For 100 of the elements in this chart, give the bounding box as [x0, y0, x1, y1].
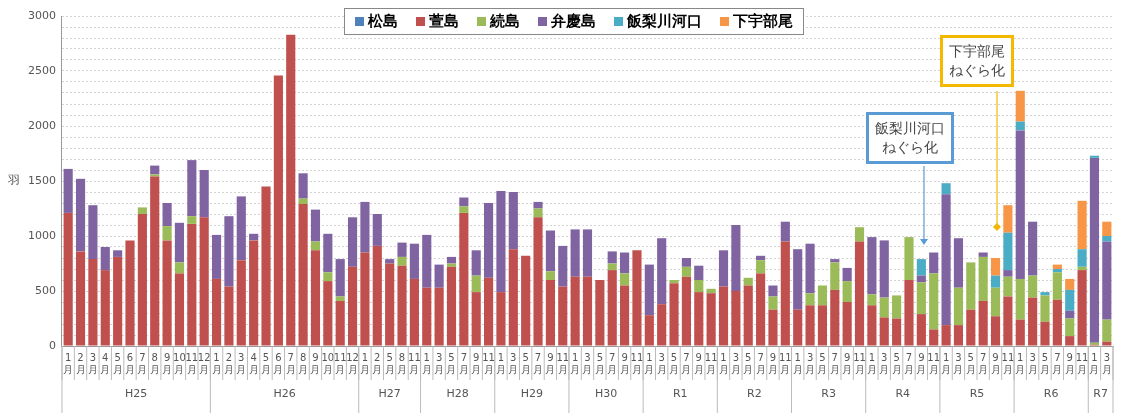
bar [434, 287, 444, 346]
bar [347, 266, 358, 346]
bar [669, 283, 679, 346]
bar [817, 305, 827, 346]
x-tick-label: 5月 [384, 351, 395, 375]
bar [1102, 221, 1112, 236]
x-tick-label: 11月 [185, 351, 199, 375]
bar [347, 217, 358, 267]
bar [496, 190, 506, 293]
bar [990, 316, 1001, 346]
bar [768, 296, 778, 310]
bar [446, 263, 457, 267]
x-tick-label: 9月 [310, 351, 321, 375]
bar [459, 206, 469, 213]
legend-label: 下宇部尾 [732, 12, 793, 31]
bar [1015, 278, 1025, 320]
bar [298, 198, 308, 205]
bar [533, 201, 543, 209]
bar [1028, 275, 1038, 298]
bar [1003, 270, 1013, 277]
x-tick-label: 1月 [211, 351, 222, 375]
bar [1089, 157, 1100, 343]
bar [966, 262, 976, 310]
bar [892, 295, 902, 319]
bar [916, 314, 926, 346]
x-tick-label: 11月 [1001, 351, 1015, 375]
bar [199, 170, 209, 218]
x-tick-label: 12月 [197, 351, 211, 375]
bar [63, 212, 73, 346]
legend-label: 飯梨川河口 [626, 12, 702, 31]
bar [842, 267, 852, 282]
bar [941, 194, 951, 326]
x-tick-label: 7月 [458, 351, 469, 375]
bar [249, 240, 259, 346]
text: H25 [125, 386, 148, 400]
bar [793, 249, 803, 310]
y-axis-title: 羽 [7, 173, 20, 188]
x-tick-label: 11月 [333, 351, 347, 375]
bar [706, 288, 716, 294]
bar [1065, 289, 1075, 311]
bar [607, 263, 617, 271]
bar [150, 176, 160, 346]
bar [335, 296, 345, 301]
x-tick-label: 3月 [1101, 351, 1112, 375]
bar [620, 273, 630, 286]
bar [607, 270, 617, 346]
bar [446, 266, 457, 346]
bar [854, 227, 865, 242]
bar [1003, 205, 1013, 233]
text: R5 [969, 386, 985, 400]
bar [63, 168, 73, 213]
bar [867, 305, 877, 346]
bar [224, 216, 234, 287]
x-tick-label: 5月 [965, 351, 976, 375]
x-tick-label: 1月 [866, 351, 877, 375]
x-tick-label: 9月 [545, 351, 556, 375]
bar [88, 205, 98, 260]
bar [372, 245, 382, 346]
x-tick-label: 3月 [236, 351, 247, 375]
x-tick-label: 4月 [100, 351, 111, 375]
bar [75, 251, 86, 346]
bar [953, 325, 964, 346]
bar [1003, 232, 1013, 271]
bar [743, 277, 753, 286]
x-tick-label: 7月 [978, 351, 989, 375]
bar [397, 242, 407, 257]
bar [298, 204, 308, 346]
x-tick-label: 7月 [285, 351, 296, 375]
x-tick-label: 3月 [508, 351, 519, 375]
text: H30 [594, 386, 618, 400]
x-tick-label: 7月 [755, 351, 766, 375]
bar [644, 264, 654, 316]
bar [323, 233, 333, 273]
bar [1028, 297, 1038, 346]
bar [941, 183, 951, 195]
bar [174, 262, 185, 274]
bar [978, 300, 988, 346]
bar [533, 208, 543, 218]
x-tick-label: 9月 [619, 351, 630, 375]
bar [471, 292, 481, 346]
bar [694, 292, 704, 346]
x-tick-label: 5月 [891, 351, 902, 375]
bar [150, 174, 160, 177]
bar [310, 209, 321, 242]
bar [1015, 90, 1025, 122]
x-tick-label: 1月 [495, 351, 506, 375]
bar [1040, 295, 1050, 322]
x-tick-label: 11月 [630, 351, 644, 375]
bar [1065, 318, 1075, 337]
bar [545, 230, 555, 272]
bar [879, 317, 889, 346]
bar [595, 280, 605, 346]
bar [731, 225, 741, 291]
bar [842, 302, 852, 346]
legend-label: 続島 [488, 12, 520, 31]
bar [187, 223, 197, 346]
bar [187, 160, 197, 217]
bar [916, 275, 926, 283]
text: R1 [672, 386, 688, 400]
bar [706, 293, 716, 346]
